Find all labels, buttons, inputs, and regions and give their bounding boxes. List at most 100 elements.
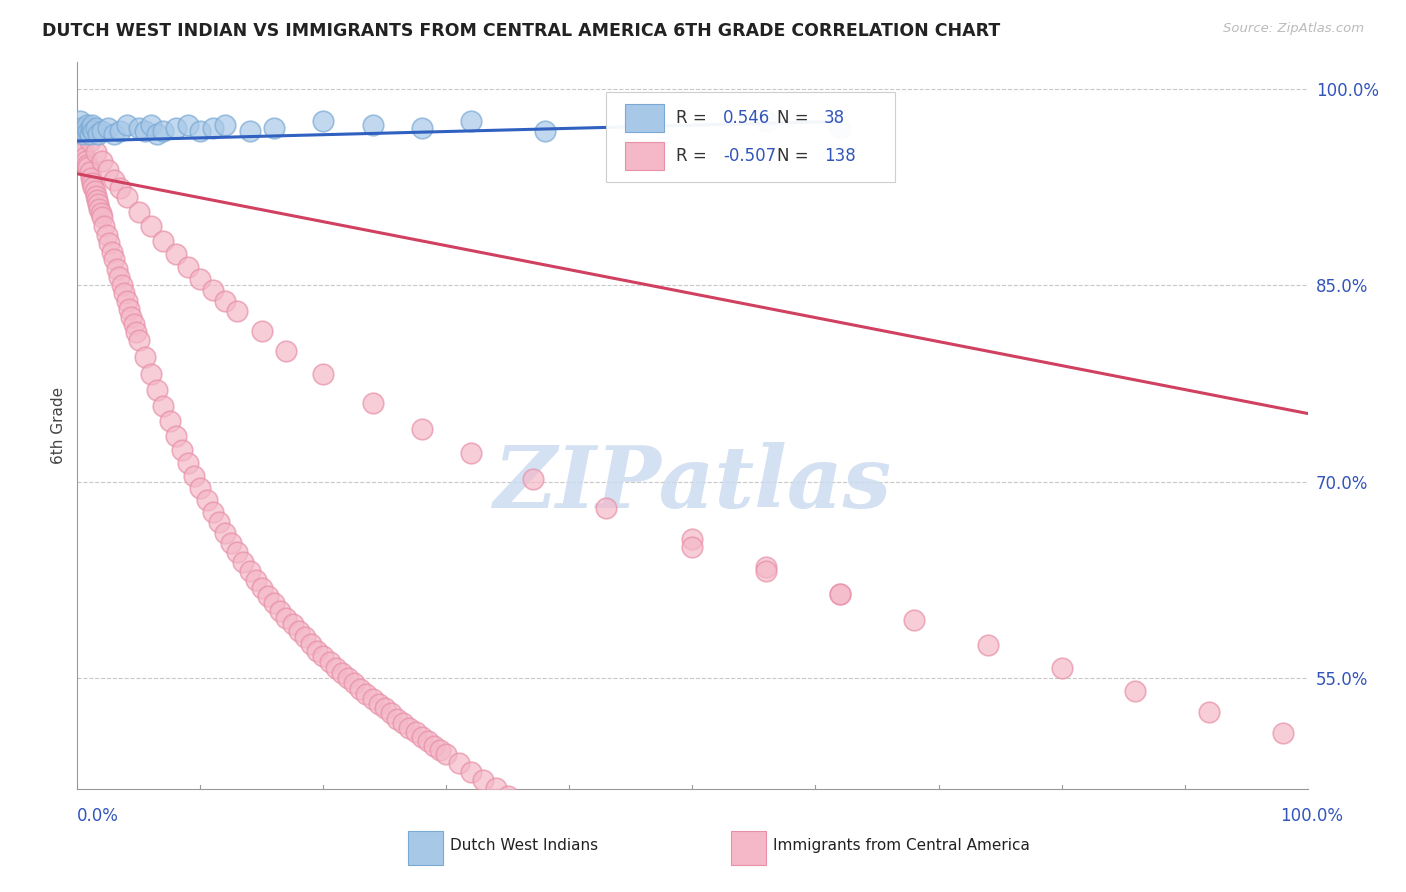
Point — [361, 396, 384, 410]
Point — [607, 855, 630, 869]
FancyBboxPatch shape — [606, 92, 896, 182]
Point — [90, 206, 112, 220]
Point — [70, 136, 93, 151]
Point — [84, 120, 107, 135]
Point — [214, 118, 236, 132]
Point — [534, 813, 557, 827]
Point — [110, 181, 132, 195]
Point — [183, 469, 205, 483]
Text: R =: R = — [676, 147, 713, 165]
Point — [288, 624, 311, 638]
Point — [72, 145, 94, 159]
Point — [755, 564, 778, 578]
Point — [86, 193, 108, 207]
Point — [226, 304, 249, 318]
Point — [367, 698, 389, 712]
Point — [73, 123, 96, 137]
Point — [96, 228, 118, 243]
Point — [250, 581, 273, 595]
Point — [134, 123, 156, 137]
Point — [101, 245, 124, 260]
Point — [558, 827, 581, 841]
Point — [250, 324, 273, 338]
Text: 0.546: 0.546 — [723, 109, 770, 127]
Point — [165, 429, 187, 443]
Point — [307, 643, 329, 657]
Point — [76, 118, 98, 132]
Point — [103, 252, 125, 266]
Point — [522, 472, 544, 486]
Point — [830, 587, 852, 601]
Point — [263, 120, 285, 135]
Point — [276, 611, 298, 625]
Point — [312, 367, 335, 381]
Text: N =: N = — [778, 147, 814, 165]
Point — [219, 536, 242, 550]
Point — [583, 841, 606, 855]
Point — [82, 118, 104, 132]
Point — [232, 554, 254, 568]
Point — [159, 414, 181, 428]
Point — [755, 114, 778, 128]
Point — [103, 173, 125, 187]
Point — [70, 120, 93, 135]
Point — [294, 631, 316, 645]
Point — [226, 545, 249, 559]
Point — [312, 648, 335, 663]
Point — [177, 260, 200, 274]
Point — [201, 505, 224, 519]
Text: R =: R = — [676, 109, 713, 127]
Point — [195, 492, 218, 507]
Point — [112, 285, 135, 300]
Point — [595, 500, 617, 515]
Point — [460, 765, 482, 780]
Point — [1198, 705, 1220, 719]
Point — [281, 617, 304, 632]
Point — [208, 515, 231, 529]
Point — [177, 118, 200, 132]
Point — [633, 867, 655, 881]
Point — [141, 118, 163, 132]
Point — [152, 234, 174, 248]
Point — [141, 367, 163, 381]
Point — [460, 114, 482, 128]
Point — [447, 756, 470, 771]
Point — [82, 176, 104, 190]
Point — [830, 587, 852, 601]
Point — [165, 120, 187, 135]
Text: Source: ZipAtlas.com: Source: ZipAtlas.com — [1223, 22, 1364, 36]
Point — [411, 120, 433, 135]
Text: DUTCH WEST INDIAN VS IMMIGRANTS FROM CENTRAL AMERICA 6TH GRADE CORRELATION CHART: DUTCH WEST INDIAN VS IMMIGRANTS FROM CEN… — [42, 22, 1001, 40]
Point — [485, 781, 508, 796]
Point — [245, 573, 267, 587]
FancyBboxPatch shape — [624, 143, 664, 170]
Point — [416, 734, 439, 748]
Point — [82, 123, 104, 137]
Point — [299, 637, 322, 651]
Point — [1272, 726, 1295, 740]
Point — [644, 874, 666, 888]
Point — [97, 162, 120, 177]
Point — [89, 202, 111, 216]
Point — [682, 540, 704, 554]
Point — [429, 743, 451, 757]
Point — [349, 681, 371, 696]
Point — [509, 797, 531, 811]
Point — [374, 701, 396, 715]
Point — [128, 333, 150, 347]
Point — [70, 123, 93, 137]
Point — [436, 747, 458, 761]
Point — [1050, 660, 1073, 674]
Point — [98, 236, 121, 251]
Point — [239, 564, 262, 578]
Point — [72, 128, 94, 142]
Point — [343, 676, 366, 690]
Point — [115, 293, 138, 308]
Point — [152, 399, 174, 413]
Text: 138: 138 — [824, 147, 856, 165]
Point — [170, 443, 193, 458]
Point — [87, 128, 110, 142]
Point — [146, 128, 169, 142]
Point — [239, 123, 262, 137]
Point — [93, 219, 115, 234]
